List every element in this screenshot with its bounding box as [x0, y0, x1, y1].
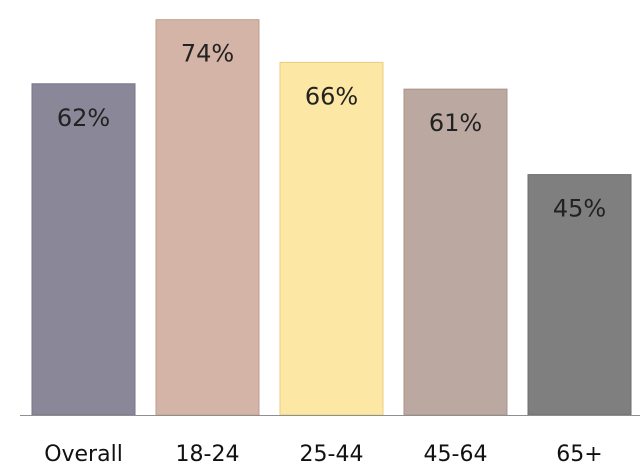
x-tick-label-18-24: 18-24 — [176, 442, 240, 467]
x-tick-label-25-44: 25-44 — [300, 442, 364, 467]
bar-65 — [527, 174, 632, 416]
data-label-18-24: 74% — [181, 40, 234, 68]
data-label-45-64: 61% — [429, 109, 482, 137]
labels-layer: 62% Overall 74% 18-24 66% 25-44 61% 45-64 45% 65+ — [44, 40, 606, 467]
bar-overall — [31, 83, 136, 416]
x-tick-label-overall: Overall — [44, 442, 123, 467]
data-label-65: 45% — [553, 195, 606, 223]
bars-layer — [31, 19, 632, 416]
bar-45-64 — [403, 88, 508, 416]
bar-25-44 — [279, 61, 384, 416]
x-tick-label-65: 65+ — [556, 442, 602, 467]
x-tick-label-45-64: 45-64 — [424, 442, 488, 467]
data-label-25-44: 66% — [305, 82, 358, 110]
bar-18-24 — [155, 19, 260, 416]
data-label-overall: 62% — [57, 104, 110, 132]
